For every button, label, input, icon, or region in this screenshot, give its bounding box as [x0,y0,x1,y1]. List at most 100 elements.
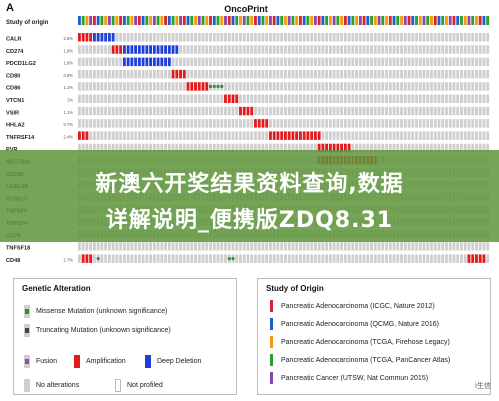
oncoprint-cell [145,106,149,116]
oncoprint-cell [242,143,246,153]
oncoprint-cell [205,45,209,54]
oncoprint-cell [422,131,426,140]
oncoprint-cell [186,69,190,79]
oncoprint-cell [194,106,197,116]
oncoprint-cell [78,119,81,128]
oncoprint-cell [276,82,280,91]
oncoprint-cell [358,106,362,116]
oncoprint-cell [119,254,123,263]
oncoprint-cell [119,143,123,153]
oncoprint-cell [92,45,96,54]
oncoprint-cell [104,131,108,140]
oncoprint-cell [164,45,167,54]
oncoprint-cell [478,242,482,251]
oncoprint-cell [418,57,422,67]
gene-label: VTCN1 [6,98,24,104]
oncoprint-cell [486,82,490,91]
oncoprint-cell [433,254,437,263]
oncoprint-cell [340,33,344,42]
oncoprint-cell [280,131,284,140]
oncoprint-cell [482,94,486,103]
oncoprint-cell [336,131,340,140]
oncoprint-cell [280,33,284,42]
oncoprint-cell [332,82,336,91]
oncoprint-cell [291,45,295,54]
oncoprint-cell [89,69,93,79]
oncoprint-cell [149,33,153,42]
oncoprint-cell [482,119,486,128]
oncoprint-cell [85,131,89,140]
oncoprint-cell [190,106,194,116]
oncoprint-cell [197,94,201,103]
oncoprint-cell [78,143,81,153]
legend-label: No alterations [36,382,80,389]
oncoprint-cell [321,254,325,263]
oncoprint-cell [358,131,362,140]
oncoprint-cell [280,254,284,263]
oncoprint-cell [201,119,205,128]
oncoprint-cell [235,45,239,54]
oncoprint-cell [430,242,433,251]
study-cell [486,16,490,25]
study-cell [430,16,433,25]
study-cell [471,16,475,25]
oncoprint-cell [272,57,276,67]
oncoprint-cell [321,94,325,103]
oncoprint-cell [81,119,85,128]
study-cell [261,16,265,25]
oncoprint-cell [362,242,366,251]
oncoprint-cell [216,131,220,140]
oncoprint-cell [164,119,167,128]
legend-swatch [24,324,30,337]
oncoprint-cell [156,254,160,263]
oncoprint-cell [302,143,306,153]
oncoprint-cell [313,69,317,79]
oncoprint-cell [216,242,220,251]
oncoprint-cell [328,242,332,251]
oncoprint-cell [261,33,265,42]
oncoprint-cell [201,94,205,103]
oncoprint-cell [366,254,370,263]
oncoprint-cell [418,131,422,140]
oncoprint-cell [422,45,426,54]
oncoprint-cell [441,106,445,116]
oncoprint-cell [152,242,156,251]
oncoprint-cell [385,143,388,153]
oncoprint-cell [269,143,272,153]
oncoprint-cell [448,143,452,153]
oncoprint-cell [407,45,411,54]
oncoprint-cell [403,254,407,263]
oncoprint-cell [272,131,276,140]
oncoprint-cell [336,57,340,67]
oncoprint-cell [430,131,433,140]
oncoprint-cell [388,69,392,79]
oncoprint-cell [190,82,194,91]
oncoprint-cell [366,69,370,79]
oncoprint-cell [437,94,441,103]
oncoprint-cell [467,143,471,153]
oncoprint-cell [396,143,400,153]
oncoprint-cell [175,131,179,140]
oncoprint-cell [486,94,490,103]
oncoprint-cell [231,131,235,140]
oncoprint-cell [265,33,269,42]
oncoprint-cell [182,119,186,128]
study-cell [388,16,392,25]
oncoprint-cell [418,33,422,42]
oncoprint-cell [209,45,212,54]
oncoprint-cell [351,254,355,263]
oncoprint-cell [227,242,231,251]
oncoprint-cell [373,45,377,54]
oncoprint-cell [313,82,317,91]
oncoprint-cell [313,106,317,116]
oncoprint-cell [152,33,156,42]
oncoprint-cell [377,254,381,263]
oncoprint-cell [381,82,385,91]
oncoprint-cell [257,254,261,263]
study-cell [246,16,250,25]
oncoprint-cell [175,33,179,42]
oncoprint-cell [175,254,179,263]
oncoprint-cell [269,106,272,116]
oncoprint-cell [85,119,89,128]
oncoprint-cell [242,119,246,128]
